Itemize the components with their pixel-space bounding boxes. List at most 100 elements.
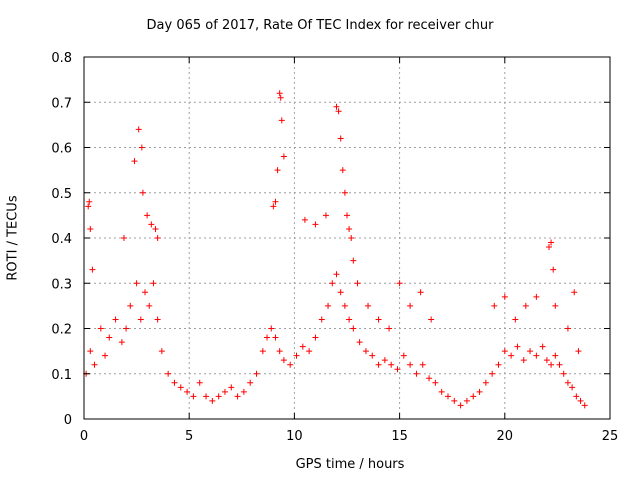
data-point bbox=[489, 370, 496, 377]
data-point bbox=[276, 90, 283, 97]
data-point bbox=[354, 280, 361, 287]
y-tick-label: 0.4 bbox=[51, 232, 72, 247]
data-point bbox=[417, 289, 424, 296]
data-point bbox=[333, 103, 340, 110]
data-point bbox=[512, 316, 519, 323]
data-point bbox=[335, 108, 342, 115]
data-point bbox=[581, 402, 588, 409]
data-point bbox=[337, 289, 344, 296]
data-point bbox=[407, 361, 414, 368]
data-point bbox=[154, 235, 161, 241]
data-point bbox=[102, 352, 109, 359]
data-point bbox=[135, 126, 142, 133]
chart-title: Day 065 of 2017, Rate Of TEC Index for r… bbox=[146, 18, 494, 33]
data-point bbox=[87, 348, 94, 355]
data-point bbox=[118, 339, 125, 346]
y-tick-label: 0.8 bbox=[51, 51, 72, 66]
data-point bbox=[432, 379, 439, 386]
data-point bbox=[482, 379, 489, 386]
data-point bbox=[139, 189, 146, 196]
data-point bbox=[560, 370, 567, 377]
x-tick-label: 10 bbox=[286, 429, 303, 444]
data-point bbox=[150, 280, 157, 287]
data-point bbox=[350, 257, 357, 264]
data-point bbox=[527, 348, 534, 355]
data-point bbox=[375, 316, 382, 323]
data-point bbox=[501, 348, 508, 355]
data-point bbox=[154, 316, 161, 323]
data-point bbox=[253, 370, 260, 377]
data-point bbox=[533, 293, 540, 300]
data-point bbox=[142, 289, 149, 296]
data-point bbox=[396, 280, 403, 287]
data-point bbox=[264, 334, 271, 341]
data-point bbox=[543, 357, 550, 364]
data-point bbox=[280, 357, 287, 364]
data-point bbox=[240, 388, 247, 395]
data-point bbox=[152, 225, 159, 232]
data-point bbox=[491, 302, 498, 309]
data-point bbox=[350, 325, 357, 332]
data-point bbox=[571, 289, 578, 296]
data-point bbox=[203, 393, 210, 400]
data-point bbox=[386, 325, 393, 332]
data-point bbox=[348, 235, 355, 241]
plot-frame bbox=[83, 56, 611, 420]
data-point bbox=[394, 366, 401, 373]
data-point bbox=[426, 375, 433, 382]
data-point bbox=[106, 334, 113, 341]
data-point bbox=[438, 388, 445, 395]
y-tick-label: 0.2 bbox=[51, 323, 72, 338]
data-point bbox=[120, 235, 127, 241]
x-tick-label: 25 bbox=[602, 429, 619, 444]
x-axis-label: GPS time / hours bbox=[295, 457, 405, 472]
data-point bbox=[329, 280, 336, 287]
data-point bbox=[268, 325, 275, 332]
y-tick-label: 0.5 bbox=[51, 187, 72, 202]
data-point bbox=[299, 343, 306, 350]
data-point bbox=[463, 397, 470, 404]
data-point bbox=[339, 167, 346, 174]
data-point bbox=[325, 302, 332, 309]
data-point bbox=[548, 239, 555, 246]
data-point bbox=[337, 135, 344, 142]
data-point bbox=[209, 397, 216, 404]
data-point bbox=[274, 167, 281, 174]
data-point bbox=[165, 370, 172, 377]
y-tick-label: 0.3 bbox=[51, 277, 72, 292]
data-point bbox=[333, 271, 340, 278]
data-point bbox=[228, 384, 235, 391]
data-point bbox=[375, 361, 382, 368]
data-point bbox=[138, 144, 145, 151]
data-point bbox=[137, 316, 144, 323]
data-point bbox=[146, 302, 153, 309]
data-point bbox=[89, 266, 96, 273]
data-point bbox=[301, 216, 308, 223]
data-point bbox=[514, 343, 521, 350]
data-point bbox=[318, 316, 325, 323]
data-point bbox=[550, 266, 557, 273]
data-point bbox=[276, 348, 283, 355]
data-point bbox=[533, 352, 540, 359]
data-point bbox=[127, 302, 134, 309]
data-point bbox=[123, 325, 130, 332]
data-point bbox=[280, 153, 287, 160]
data-point bbox=[91, 361, 98, 368]
data-point bbox=[577, 397, 584, 404]
data-point bbox=[341, 189, 348, 196]
data-point bbox=[87, 225, 94, 232]
data-point bbox=[520, 357, 527, 364]
data-point bbox=[522, 302, 529, 309]
data-point bbox=[341, 302, 348, 309]
data-point bbox=[369, 352, 376, 359]
data-point bbox=[86, 198, 93, 205]
data-point bbox=[569, 384, 576, 391]
data-point bbox=[112, 316, 119, 323]
x-tick-label: 0 bbox=[80, 429, 88, 444]
data-point bbox=[539, 343, 546, 350]
data-point bbox=[564, 325, 571, 332]
data-point bbox=[495, 361, 502, 368]
data-point bbox=[419, 361, 426, 368]
data-point bbox=[444, 393, 451, 400]
data-point bbox=[312, 334, 319, 341]
